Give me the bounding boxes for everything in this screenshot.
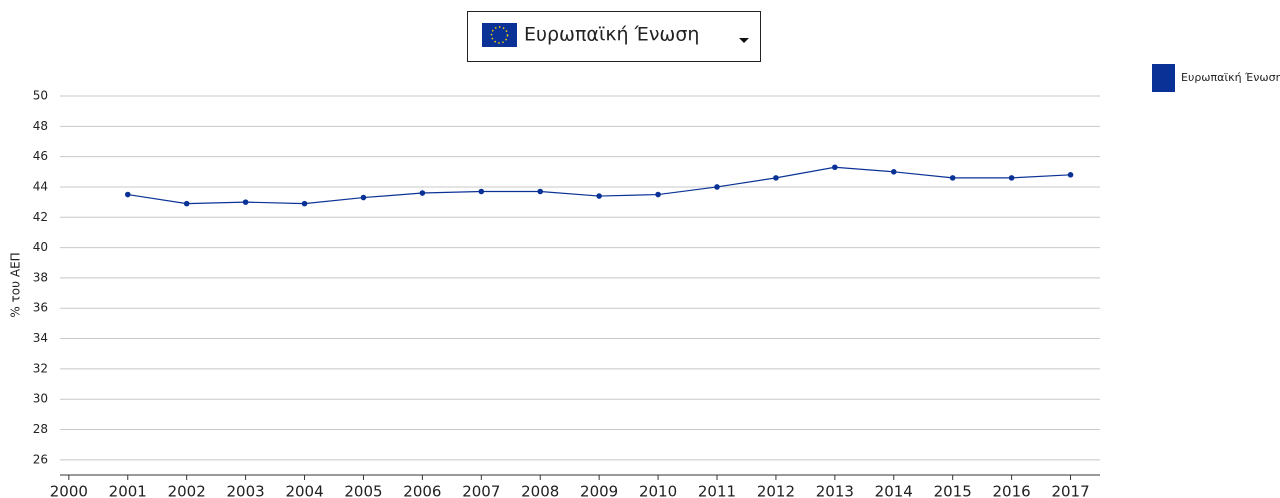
- data-point: [655, 191, 661, 198]
- data-point: [183, 200, 190, 207]
- x-tick-label: 2016: [993, 483, 1031, 498]
- y-tick-label: 28: [33, 422, 48, 436]
- data-point: [714, 184, 720, 190]
- x-tick-label: 2010: [639, 483, 677, 498]
- y-tick-label: 50: [33, 89, 48, 103]
- data-point: [773, 175, 779, 181]
- data-point: [124, 191, 131, 198]
- y-tick-label: 42: [33, 210, 48, 224]
- x-tick-label: 2009: [580, 483, 618, 498]
- data-point: [537, 188, 544, 195]
- x-tick-label: 2014: [875, 483, 913, 498]
- legend-label: Ευρωπαϊκή Ένωση: [1181, 71, 1280, 84]
- dropdown-caret[interactable]: [739, 38, 749, 43]
- x-tick-label: 2000: [50, 483, 88, 498]
- x-tick-label: 2017: [1051, 483, 1089, 498]
- y-tick-label: 44: [33, 179, 48, 193]
- y-tick-label: 30: [33, 392, 48, 406]
- x-tick-label: 2001: [109, 483, 147, 498]
- data-point: [949, 175, 956, 181]
- data-point: [1008, 175, 1015, 181]
- data-point: [832, 164, 838, 171]
- y-tick-label: 38: [33, 270, 48, 284]
- data-point: [419, 190, 426, 196]
- x-tick-label: 2015: [934, 483, 972, 498]
- x-tick-label: 2003: [227, 483, 265, 498]
- x-tick-label: 2004: [285, 483, 323, 498]
- x-tick-label: 2007: [462, 483, 500, 498]
- data-point: [360, 194, 367, 201]
- x-tick-label: 2013: [816, 483, 854, 498]
- x-tick-label: 2011: [698, 483, 736, 498]
- y-tick-label: 34: [33, 331, 48, 345]
- x-tick-label: 2006: [403, 483, 441, 498]
- country-selector[interactable]: Ευρωπαϊκή Ένωση: [467, 11, 761, 62]
- data-point: [1067, 172, 1074, 178]
- data-point: [890, 169, 897, 175]
- data-point: [478, 188, 485, 195]
- x-tick-label: 2002: [168, 483, 206, 498]
- x-tick-label: 2012: [757, 483, 795, 498]
- y-tick-label: 32: [33, 361, 48, 375]
- x-tick-label: 2008: [521, 483, 559, 498]
- data-point: [596, 193, 602, 199]
- y-tick-label: 48: [33, 119, 48, 133]
- data-point: [242, 199, 249, 205]
- y-axis-label: % του ΑΕΠ: [9, 252, 23, 317]
- y-tick-label: 40: [33, 240, 48, 254]
- legend-swatch: [1152, 64, 1175, 92]
- data-point: [301, 200, 308, 207]
- y-tick-label: 46: [33, 149, 48, 163]
- x-tick-label: 2005: [344, 483, 382, 498]
- dropdown-label[interactable]: Ευρωπαϊκή Ένωση: [524, 24, 699, 46]
- flag-stars: [490, 26, 509, 44]
- y-tick-label: 36: [33, 301, 48, 315]
- y-tick-label: 26: [33, 452, 48, 466]
